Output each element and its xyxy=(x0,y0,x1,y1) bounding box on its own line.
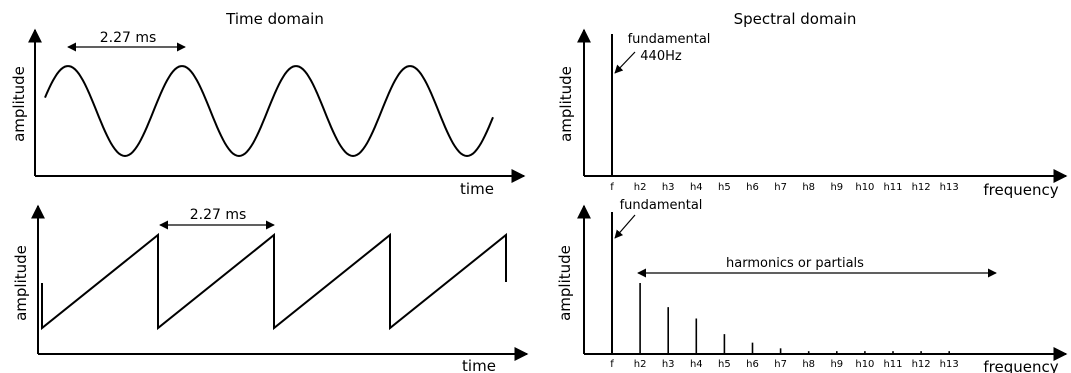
spec1-tick-h7: h7 xyxy=(774,182,787,193)
spec2-tick-h13: h13 xyxy=(940,359,959,370)
sine-waveform xyxy=(44,65,494,158)
spec2-amplitude-label: amplitude xyxy=(556,245,574,321)
spec2-tick-h7: h7 xyxy=(774,359,787,370)
spec2-tick-h11: h11 xyxy=(883,359,902,370)
spectral-domain-heading: Spectral domain xyxy=(734,10,857,28)
spec1-tick-h12: h12 xyxy=(912,182,931,193)
spec2-tick-h4: h4 xyxy=(690,359,703,370)
spec1-tick-f: f xyxy=(610,182,614,193)
spec1-frequency-label: frequency xyxy=(983,181,1058,199)
spec1-tick-h2: h2 xyxy=(634,182,647,193)
spec1-tick-h3: h3 xyxy=(662,182,675,193)
spec1-tick-h10: h10 xyxy=(855,182,874,193)
spec1-tick-h6: h6 xyxy=(746,182,759,193)
spec2-tick-h5: h5 xyxy=(718,359,731,370)
spec2-fundamental-pointer xyxy=(614,214,636,239)
spec1-tick-h11: h11 xyxy=(883,182,902,193)
spec1-tick-h8: h8 xyxy=(802,182,815,193)
spec1-tick-h5: h5 xyxy=(718,182,731,193)
spec2-tick-h6: h6 xyxy=(746,359,759,370)
spec1-amplitude-label: amplitude xyxy=(557,66,575,142)
spec1-fundamental-pointer xyxy=(614,51,636,74)
spec1-tick-h4: h4 xyxy=(690,182,703,193)
spec2-frequency-label: frequency xyxy=(983,358,1058,373)
spec1-tick-h13: h13 xyxy=(940,182,959,193)
spec2-tick-f: f xyxy=(610,359,614,370)
spec1-440hz-label: 440Hz xyxy=(640,49,682,64)
time-domain-heading: Time domain xyxy=(225,10,324,28)
sawtooth-spectrum-panel: amplitude frequency fundamental harmonic… xyxy=(556,198,1068,373)
spec2-tick-h8: h8 xyxy=(802,359,815,370)
spec1-tick-h9: h9 xyxy=(830,182,843,193)
sine-spectrum-panel: amplitude frequency fundamental 440Hz f h… xyxy=(557,28,1068,199)
sine-period-label: 2.27 ms xyxy=(100,30,157,46)
spec2-tick-h2: h2 xyxy=(634,359,647,370)
spec2-tick-h12: h12 xyxy=(912,359,931,370)
spec2-fundamental-label: fundamental xyxy=(620,198,703,213)
harmonics-label: harmonics or partials xyxy=(726,256,864,271)
saw-amplitude-label: amplitude xyxy=(12,245,30,321)
spec2-tick-h10: h10 xyxy=(855,359,874,370)
sawtooth-panel: amplitude time 2.27 ms xyxy=(12,204,529,373)
sine-time-label: time xyxy=(460,180,494,198)
spec2-tick-h9: h9 xyxy=(830,359,843,370)
sine-panel: amplitude time 2.27 ms xyxy=(10,28,526,198)
spec1-fundamental-label: fundamental xyxy=(628,32,711,47)
spec2-tick-h3: h3 xyxy=(662,359,675,370)
sawtooth-waveform xyxy=(41,232,507,331)
saw-time-label: time xyxy=(462,357,496,373)
sine-amplitude-label: amplitude xyxy=(10,66,28,142)
saw-period-label: 2.27 ms xyxy=(190,207,247,223)
